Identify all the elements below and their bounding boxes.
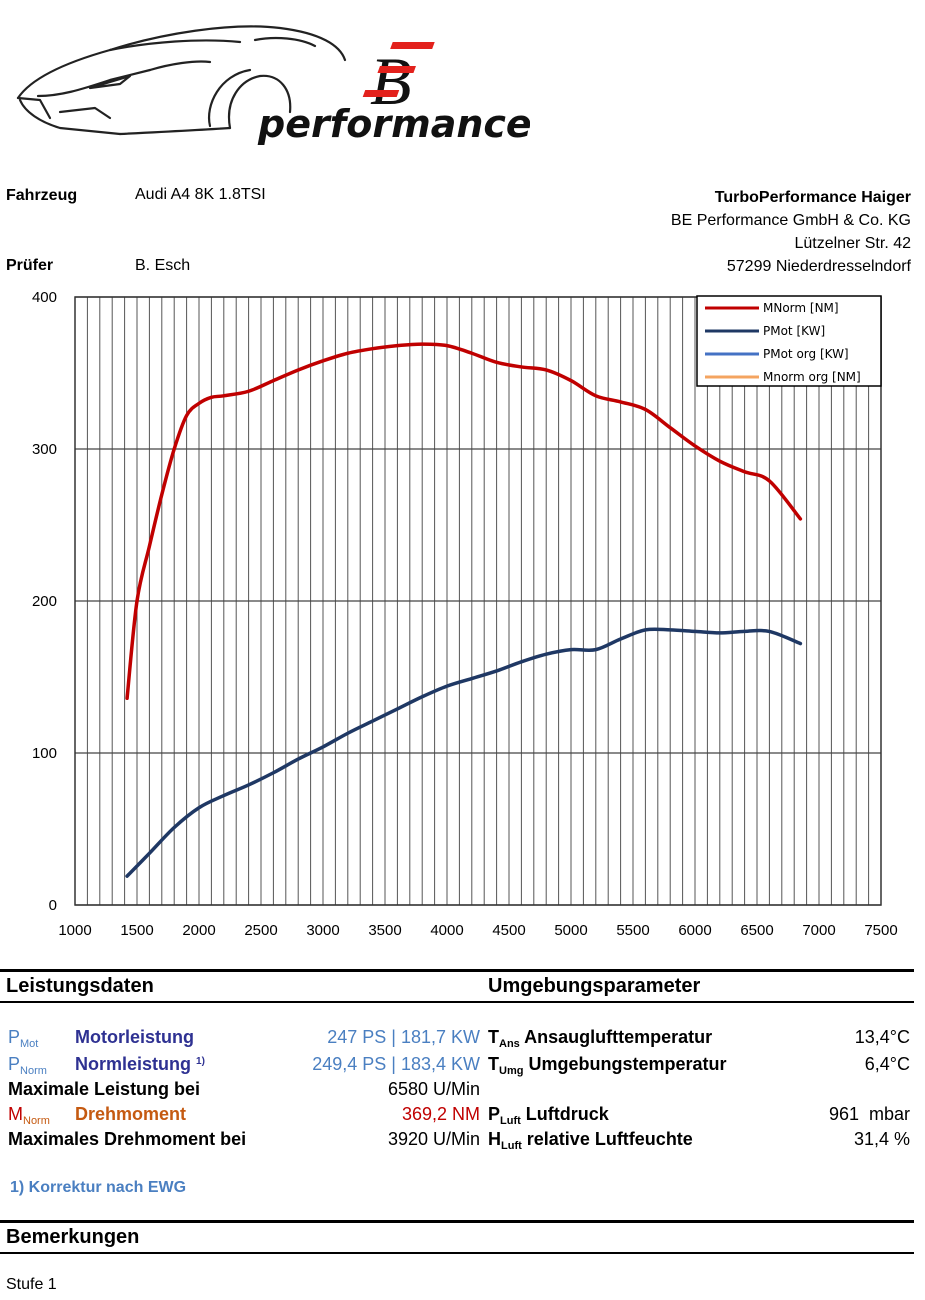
legend-label: Mnorm org [NM] <box>763 370 861 384</box>
y-tick-label: 100 <box>32 745 57 762</box>
x-tick-label: 1500 <box>120 922 153 939</box>
y-tick-label: 200 <box>32 593 57 610</box>
x-tick-label: 1000 <box>58 922 91 939</box>
vehicle-value: Audi A4 8K 1.8TSI <box>135 186 266 203</box>
x-tick-label: 5000 <box>554 922 587 939</box>
chart-grid <box>74 296 882 906</box>
legend-box <box>696 295 882 387</box>
x-tick-label: 7500 <box>864 922 897 939</box>
x-tick-label: 6000 <box>678 922 711 939</box>
legend-label: PMot [KW] <box>763 324 825 338</box>
company-line-4: 57299 Niederdresselndorf <box>726 258 911 275</box>
x-tick-label: 4500 <box>492 922 525 939</box>
x-tick-label: 2000 <box>182 922 215 939</box>
chart-ticks: 1000 1500 2000 2500 3000 3500 4000 4500 5000 5500… <box>32 289 898 939</box>
series-line-1 <box>125 342 803 701</box>
y-tick-label: 300 <box>32 441 57 458</box>
tans-row: TAns Ansauglufttemperatur <box>488 1027 713 1050</box>
logo-monogram: B <box>370 43 412 119</box>
be-performance-logo: B performance <box>16 25 530 146</box>
y-tick-label: 400 <box>32 289 57 306</box>
chart-lines <box>125 342 803 878</box>
max-torque-label: Maximales Drehmoment bei <box>8 1129 247 1149</box>
x-tick-label: 5500 <box>616 922 649 939</box>
x-tick-label: 3500 <box>368 922 401 939</box>
pnorm-value: 249,4 PS | 183,4 KW <box>312 1054 480 1074</box>
company-name: TurboPerformance Haiger <box>714 189 911 206</box>
mnorm-symbol: MNorm <box>8 1104 50 1127</box>
legend-label: PMot org [KW] <box>763 347 849 361</box>
perf-section-title: Leistungsdaten <box>6 975 154 997</box>
logo-wordmark: performance <box>257 102 530 146</box>
legend-label: MNorm [NM] <box>763 301 839 315</box>
x-tick-label: 7000 <box>802 922 835 939</box>
pnorm-label: Normleistung 1) <box>75 1054 205 1074</box>
hluft-row: HLuft relative Luftfeuchte <box>488 1129 693 1152</box>
mnorm-value: 369,2 NM <box>401 1104 480 1124</box>
x-tick-label: 4000 <box>430 922 463 939</box>
max-power-label: Maximale Leistung bei <box>8 1079 201 1099</box>
x-tick-label: 3000 <box>306 922 339 939</box>
pluft-row: PLuft Luftdruck <box>488 1104 609 1127</box>
x-tick-label: 6500 <box>740 922 773 939</box>
tumg-value: 6,4°C <box>864 1054 910 1074</box>
hluft-value: 31,4 % <box>853 1129 910 1149</box>
company-address: TurboPerformance Haiger BE Performance G… <box>671 186 911 278</box>
mnorm-label: Drehmoment <box>75 1104 187 1124</box>
tester-value: B. Esch <box>135 257 191 274</box>
pnorm-symbol: PNorm <box>8 1054 47 1077</box>
series-line-2 <box>125 627 803 878</box>
env-section-title: Umgebungsparameter <box>488 975 701 997</box>
max-torque-rpm: 3920 U/Min <box>387 1129 480 1149</box>
x-tick-label: 2500 <box>244 922 277 939</box>
tans-value: 13,4°C <box>854 1027 910 1047</box>
dyno-chart: 1000 1500 2000 2500 3000 3500 4000 4500 5000 5500… <box>32 289 898 939</box>
y-tick-label: 0 <box>49 897 57 914</box>
tester-label: Prüfer <box>6 257 54 274</box>
remarks-text: Stufe 1 <box>6 1276 57 1293</box>
pluft-value: 961 mbar <box>828 1104 910 1124</box>
company-line-2: BE Performance GmbH & Co. KG <box>670 212 911 229</box>
plot-area <box>74 296 882 906</box>
pmot-value: 247 PS | 181,7 KW <box>327 1027 480 1047</box>
pmot-symbol: PMot <box>8 1027 39 1050</box>
pmot-label: Motorleistung <box>75 1027 194 1047</box>
remarks-title: Bemerkungen <box>6 1226 140 1248</box>
tumg-row: TUmg Umgebungstemperatur <box>488 1054 727 1077</box>
footnote: 1) Korrektur nach EWG <box>10 1179 187 1196</box>
chart-legend: MNorm [NM] PMot [KW] PMot org [KW] Mnorm or… <box>696 295 882 387</box>
vehicle-label: Fahrzeug <box>6 187 78 204</box>
company-line-3: Lützelner Str. 42 <box>794 235 911 252</box>
max-power-rpm: 6580 U/Min <box>387 1079 480 1099</box>
